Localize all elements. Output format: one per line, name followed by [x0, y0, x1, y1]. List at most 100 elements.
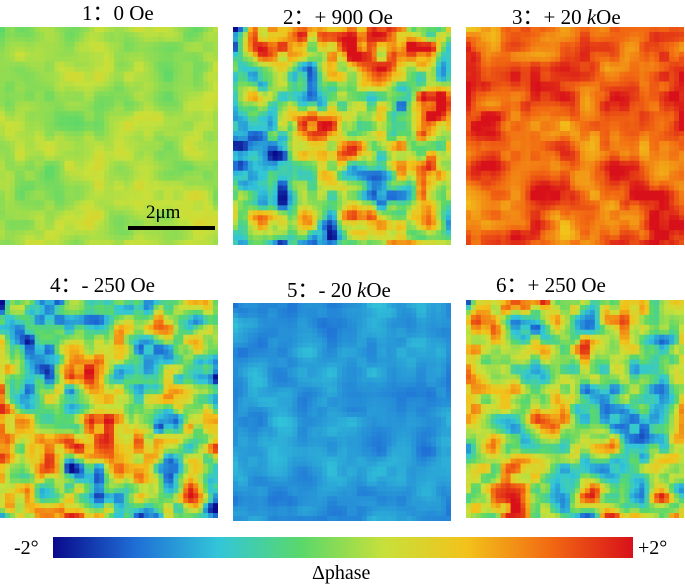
phase-pixel: [183, 51, 189, 58]
phase-pixel: [104, 150, 110, 157]
phase-pixel: [173, 230, 179, 236]
phase-pixel: [570, 126, 576, 132]
phase-pixel: [470, 230, 477, 236]
phase-pixel: [466, 140, 472, 147]
phase-pixel: [485, 145, 492, 152]
phase-pixel: [570, 225, 576, 231]
phase-pixel: [307, 195, 313, 201]
phase-pixel: [560, 175, 566, 182]
phase-pixel: [29, 170, 36, 177]
phase-pixel: [475, 46, 482, 53]
phase-pixel: [560, 210, 566, 216]
phase-pixel: [123, 235, 130, 241]
phase-pixel: [466, 31, 472, 38]
phase-pixel: [535, 56, 541, 63]
phase-pixel: [237, 61, 244, 68]
phase-pixel: [168, 71, 174, 78]
phase-pixel: [466, 210, 472, 216]
phase-pixel: [525, 91, 531, 97]
phase-pixel: [89, 51, 95, 58]
phase-pixel: [312, 66, 318, 73]
phase-pixel: [39, 155, 46, 162]
phase-pixel: [104, 86, 110, 92]
phase-pixel: [148, 160, 155, 167]
phase-pixel: [342, 165, 348, 172]
phase-pixel: [436, 131, 442, 137]
phase-pixel: [332, 185, 338, 192]
phase-pixel: [213, 140, 218, 147]
phase-pixel: [411, 180, 417, 187]
phase-pixel: [441, 160, 447, 167]
phase-pixel: [272, 240, 279, 245]
phase-pixel: [272, 71, 279, 78]
phase-pixel: [39, 31, 46, 38]
phase-pixel: [540, 235, 546, 241]
phase-pixel: [148, 215, 155, 221]
phase-pixel: [183, 71, 189, 78]
phase-pixel: [213, 27, 218, 33]
phase-pixel: [376, 71, 383, 78]
phase-pixel: [237, 71, 244, 78]
phase-pixel: [570, 230, 576, 236]
phase-pixel: [128, 106, 135, 112]
panel-1-label: 1：0 Oe: [82, 1, 154, 25]
phase-pixel: [421, 131, 427, 137]
phase-pixel: [39, 86, 46, 92]
phase-pixel: [317, 155, 323, 162]
phase-pixel: [421, 215, 427, 221]
phase-pixel: [29, 230, 36, 236]
phase-pixel: [446, 126, 451, 132]
phase-pixel: [520, 36, 527, 43]
phase-pixel: [589, 61, 596, 68]
phase-pixel: [257, 215, 264, 221]
phase-pixel: [505, 180, 512, 187]
phase-pixel: [361, 111, 368, 117]
phase-pixel: [560, 56, 566, 63]
phase-pixel: [560, 116, 566, 122]
phase-pixel: [332, 66, 338, 73]
phase-pixel: [371, 36, 378, 43]
phase-pixel: [39, 235, 46, 241]
phase-pixel: [436, 185, 442, 192]
phase-pixel: [356, 61, 363, 68]
phase-pixel: [431, 111, 437, 117]
phase-pixel: [406, 81, 412, 88]
phase-pixel: [346, 61, 353, 68]
phase-pixel: [74, 205, 80, 211]
phase-pixel: [317, 235, 323, 241]
phase-pixel: [287, 106, 294, 112]
phase-pixel: [128, 36, 135, 43]
phase-pixel: [411, 66, 417, 73]
phase-pixel: [297, 31, 303, 38]
phase-pixel: [39, 56, 46, 63]
phase-pixel: [446, 160, 451, 167]
phase-pixel: [317, 180, 323, 187]
phase-pixel: [257, 175, 264, 182]
phase-pixel: [109, 150, 115, 157]
phase-pixel: [247, 200, 254, 206]
phase-pixel: [213, 225, 218, 231]
phase-pixel: [133, 106, 140, 112]
phase-pixel: [69, 116, 75, 122]
phase-pixel: [391, 136, 398, 142]
phase-pixel: [431, 235, 437, 241]
phase-pixel: [540, 27, 546, 33]
phase-pixel: [44, 46, 51, 53]
phase-pixel: [317, 240, 323, 245]
phase-pixel: [282, 51, 289, 58]
phase-pixel: [59, 185, 65, 192]
phase-pixel: [317, 51, 323, 58]
phase-pixel: [148, 106, 155, 112]
phase-pixel: [317, 185, 323, 192]
phase-pixel: [193, 46, 199, 53]
phase-pixel: [59, 205, 65, 211]
phase-pixel: [168, 160, 174, 167]
phase-pixel: [570, 61, 576, 68]
phase-pixel: [198, 116, 204, 122]
phase-pixel: [431, 240, 437, 245]
phase-pixel: [466, 190, 472, 197]
phase-pixel: [84, 230, 90, 236]
phase-pixel: [475, 91, 482, 97]
phase-pixel: [540, 200, 546, 206]
phase-pixel: [579, 205, 586, 211]
